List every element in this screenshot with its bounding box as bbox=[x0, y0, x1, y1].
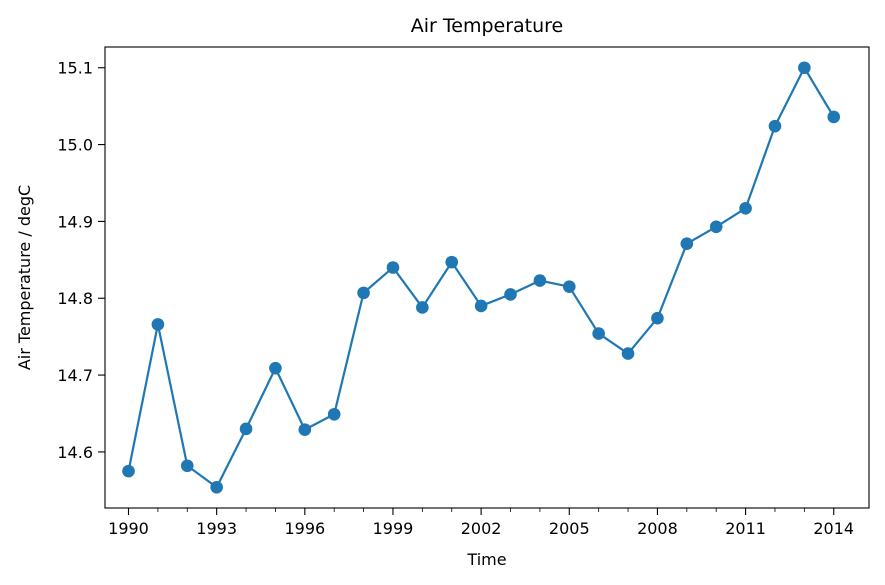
data-point bbox=[680, 237, 694, 250]
y-tick-label: 14.8 bbox=[57, 289, 93, 308]
y-tick-label: 15.1 bbox=[57, 59, 93, 78]
data-point bbox=[798, 61, 811, 75]
y-axis-label: Air Temperature / degC bbox=[15, 185, 34, 370]
data-point bbox=[210, 480, 223, 494]
x-tick-label: 1990 bbox=[108, 519, 149, 538]
x-tick-label: 2014 bbox=[813, 519, 854, 538]
data-point bbox=[621, 347, 635, 360]
data-point bbox=[298, 423, 312, 436]
x-tick-label: 2002 bbox=[461, 519, 502, 538]
y-axis: 14.6 14.7 14.8 14.9 15.0 15.1 bbox=[57, 59, 105, 462]
data-point bbox=[651, 311, 664, 325]
data-point bbox=[739, 202, 752, 215]
data-point bbox=[533, 274, 547, 287]
x-tick-label: 1996 bbox=[284, 519, 325, 538]
data-point bbox=[180, 459, 194, 473]
data-point bbox=[592, 327, 605, 340]
data-point bbox=[562, 280, 576, 294]
x-axis-label: Time bbox=[466, 550, 506, 569]
x-tick-label: 2008 bbox=[637, 519, 678, 538]
y-tick-label: 14.7 bbox=[57, 366, 93, 385]
data-point bbox=[239, 422, 253, 436]
y-tick-label: 15.0 bbox=[57, 136, 93, 155]
x-tick-label: 2011 bbox=[725, 519, 766, 538]
data-point bbox=[768, 119, 782, 133]
x-axis: 1990 1993 1996 1999 2002 2005 2008 2011 2014 bbox=[108, 508, 854, 538]
data-point bbox=[827, 110, 841, 124]
plot-frame bbox=[104, 46, 870, 509]
data-point bbox=[327, 407, 341, 421]
data-point bbox=[357, 286, 370, 300]
data-point bbox=[474, 299, 488, 313]
x-tick-label: 1999 bbox=[373, 519, 414, 538]
data-point bbox=[416, 301, 429, 314]
y-tick-label: 14.9 bbox=[57, 212, 93, 231]
data-point bbox=[386, 261, 400, 274]
data-point bbox=[269, 361, 282, 375]
data-point bbox=[445, 255, 459, 269]
data-point bbox=[122, 464, 135, 478]
y-tick-label: 14.6 bbox=[57, 443, 93, 462]
data-point bbox=[709, 220, 723, 234]
chart-title: Air Temperature bbox=[411, 15, 563, 37]
data-point bbox=[151, 318, 165, 331]
data-point bbox=[504, 288, 517, 301]
x-tick-label: 2005 bbox=[549, 519, 590, 538]
series-line bbox=[122, 61, 841, 494]
x-tick-label: 1993 bbox=[196, 519, 237, 538]
